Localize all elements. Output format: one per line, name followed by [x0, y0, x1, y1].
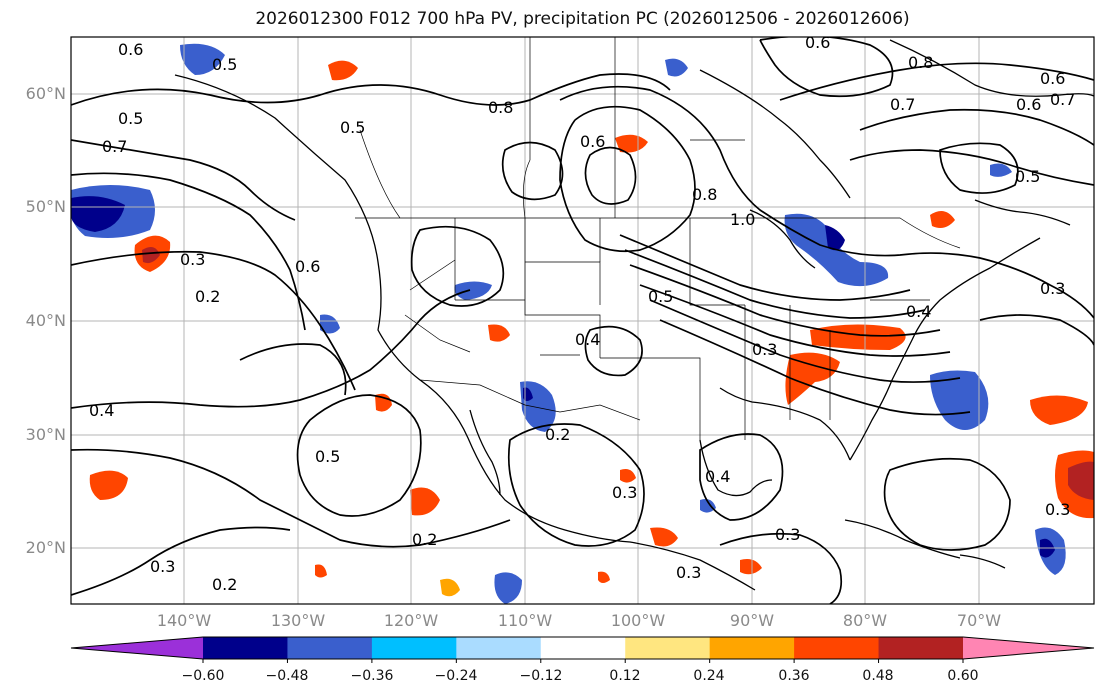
contour-label: 0.6: [1040, 69, 1065, 88]
contour-label: 0.6: [118, 40, 143, 59]
contour-label: 0.3: [676, 563, 701, 582]
contour-label: 0.6: [580, 132, 605, 151]
colorbar-tick-label: −0.36: [350, 668, 394, 684]
contour-label: 0.4: [575, 330, 600, 349]
pv-contours: [71, 37, 1094, 604]
contour-label: 0.2: [212, 575, 237, 594]
colorbar: [70, 636, 1095, 663]
colorbar-tick-label: 0.36: [778, 668, 810, 684]
contour-label: 0.3: [612, 483, 637, 502]
lon-label-80w: 80°W: [842, 611, 888, 630]
colorbar-cell: [878, 637, 964, 659]
colorbar-cell: [287, 637, 373, 659]
lon-label-140w: 140°W: [156, 611, 212, 630]
coastlines: [174, 39, 1094, 591]
contour-label: 0.3: [752, 340, 777, 359]
graticule: [71, 37, 1094, 604]
lat-label-20n: 20°N: [25, 538, 66, 557]
colorbar-cell: [371, 637, 457, 659]
lat-label-30n: 30°N: [25, 425, 66, 444]
lat-label-60n: 60°N: [25, 84, 66, 103]
lon-label-110w: 110°W: [497, 611, 553, 630]
colorbar-tick-label: 0.48: [862, 668, 894, 684]
colorbar-cell: [709, 637, 795, 659]
contour-label: 0.6: [805, 33, 830, 52]
contour-label: 0.6: [295, 257, 320, 276]
contour-label: 1.0: [730, 210, 755, 229]
lat-label-40n: 40°N: [25, 311, 66, 330]
contour-label: 0.7: [1050, 90, 1075, 109]
contour-label: 0.4: [89, 401, 114, 420]
colorbar-tick-label: −0.60: [181, 668, 225, 684]
contour-label: 0.5: [648, 287, 673, 306]
map-frame: [70, 36, 1095, 605]
contour-label: 0.3: [775, 525, 800, 544]
colorbar-tick-label: 0.24: [693, 668, 725, 684]
lon-label-90w: 90°W: [729, 611, 775, 630]
contour-label: 0.2: [195, 287, 220, 306]
contour-label: 0.5: [340, 118, 365, 137]
lon-label-120w: 120°W: [383, 611, 439, 630]
contour-label: 0.2: [412, 530, 437, 549]
colorbar-cell: [540, 637, 626, 659]
colorbar-cell: [794, 637, 880, 659]
contour-label: 0.7: [890, 95, 915, 114]
colorbar-ticks: [202, 659, 964, 663]
contour-label: 0.3: [150, 557, 175, 576]
contour-label: 0.5: [118, 109, 143, 128]
contour-label: 0.8: [488, 98, 513, 117]
lon-label-100w: 100°W: [610, 611, 666, 630]
colorbar-tick-label: 0.12: [609, 668, 641, 684]
colorbar-cell: [625, 637, 711, 659]
contour-label: 0.5: [1015, 167, 1040, 186]
colorbar-tick-label: 0.60: [947, 668, 979, 684]
contour-label: 0.5: [212, 55, 237, 74]
colorbar-tick-label: −0.12: [519, 668, 563, 684]
political-boundaries: [355, 37, 961, 440]
contour-label: 0.3: [1045, 500, 1070, 519]
contour-labels: 0.6 0.5 0.5 0.7 0.5 0.8 0.6 0.6 0.8 0.6 …: [89, 33, 1075, 594]
contour-label: 0.3: [1040, 279, 1065, 298]
contour-label: 0.6: [1016, 95, 1041, 114]
contour-label: 0.4: [906, 302, 931, 321]
colorbar-cell: [203, 637, 288, 659]
contour-label: 0.8: [692, 185, 717, 204]
contour-label: 0.2: [545, 425, 570, 444]
colorbar-cells: [71, 637, 1094, 659]
map-title: 2026012300 F012 700 hPa PV, precipitatio…: [255, 9, 910, 29]
contour-label: 0.7: [102, 137, 127, 156]
colorbar-cell: [456, 637, 542, 659]
colorbar-extend-low: [71, 637, 203, 659]
lon-label-130w: 130°W: [270, 611, 326, 630]
contour-label: 0.3: [180, 250, 205, 269]
contour-label: 0.4: [705, 467, 730, 486]
colorbar-tick-label: −0.48: [265, 668, 309, 684]
contour-label: 0.8: [908, 53, 933, 72]
colorbar-tick-label: −0.24: [434, 668, 478, 684]
contour-label: 0.5: [315, 447, 340, 466]
lon-label-70w: 70°W: [956, 611, 1002, 630]
lat-label-50n: 50°N: [25, 197, 66, 216]
colorbar-extend-high: [963, 637, 1094, 659]
map-panel: 0.6 0.5 0.5 0.7 0.5 0.8 0.6 0.6 0.8 0.6 …: [71, 33, 1094, 604]
